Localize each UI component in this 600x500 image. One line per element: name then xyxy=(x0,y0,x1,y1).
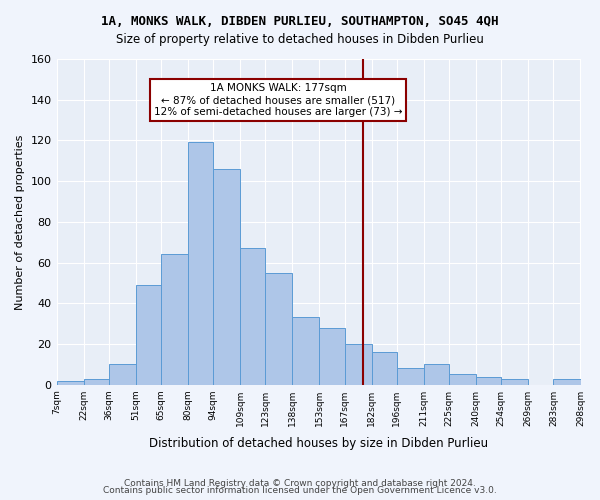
Bar xyxy=(56,380,83,384)
Bar xyxy=(265,272,292,384)
Bar xyxy=(161,254,188,384)
Bar xyxy=(188,142,213,384)
Bar xyxy=(83,378,109,384)
Bar xyxy=(136,285,161,384)
Text: Size of property relative to detached houses in Dibden Purlieu: Size of property relative to detached ho… xyxy=(116,32,484,46)
X-axis label: Distribution of detached houses by size in Dibden Purlieu: Distribution of detached houses by size … xyxy=(149,437,488,450)
Bar xyxy=(344,344,371,385)
Text: Contains HM Land Registry data © Crown copyright and database right 2024.: Contains HM Land Registry data © Crown c… xyxy=(124,478,476,488)
Text: 1A, MONKS WALK, DIBDEN PURLIEU, SOUTHAMPTON, SO45 4QH: 1A, MONKS WALK, DIBDEN PURLIEU, SOUTHAMP… xyxy=(101,15,499,28)
Bar xyxy=(501,378,528,384)
Text: 1A MONKS WALK: 177sqm
← 87% of detached houses are smaller (517)
12% of semi-det: 1A MONKS WALK: 177sqm ← 87% of detached … xyxy=(154,84,402,116)
Bar xyxy=(319,328,344,384)
Bar xyxy=(397,368,424,384)
Bar xyxy=(213,169,240,384)
Bar xyxy=(449,374,476,384)
Text: Contains public sector information licensed under the Open Government Licence v3: Contains public sector information licen… xyxy=(103,486,497,495)
Y-axis label: Number of detached properties: Number of detached properties xyxy=(15,134,25,310)
Bar xyxy=(292,318,319,384)
Bar xyxy=(371,352,397,384)
Bar xyxy=(424,364,449,384)
Bar xyxy=(240,248,265,384)
Bar xyxy=(553,378,581,384)
Bar xyxy=(109,364,136,384)
Bar xyxy=(476,376,501,384)
